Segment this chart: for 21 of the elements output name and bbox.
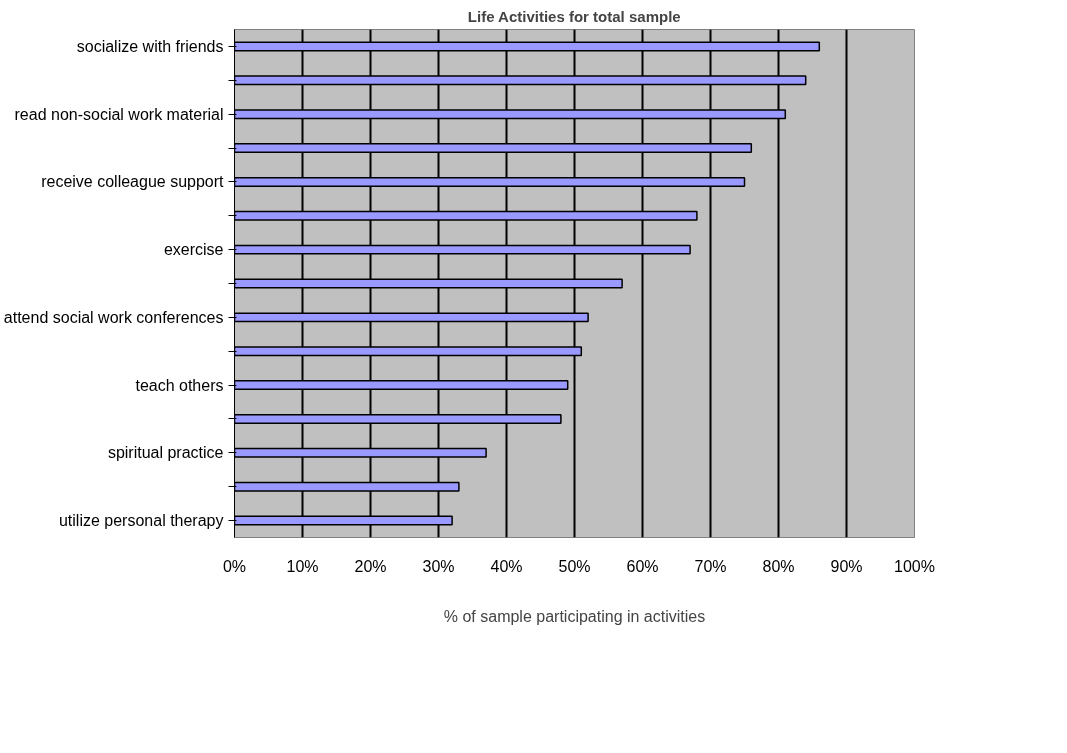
x-tick-label: 80% (762, 557, 795, 575)
x-tick-label: 20% (354, 557, 387, 575)
x-tick-label: 40% (490, 557, 523, 575)
y-tick-label: receive colleague support (41, 173, 225, 191)
x-tick-label: 100% (894, 557, 935, 575)
y-tick-label: attend social work conferences (3, 308, 224, 326)
x-tick-label: 10% (286, 557, 319, 575)
y-tick-label: teach others (135, 376, 224, 394)
x-tick-label: 60% (626, 557, 659, 575)
y-tick-label: spiritual practice (107, 444, 224, 462)
chart-title: Life Activities for total sample (467, 7, 681, 25)
x-axis-title: % of sample participating in activities (443, 607, 706, 625)
y-tick-label: socialize with friends (76, 37, 224, 55)
y-tick-label: read non-social work material (14, 105, 224, 123)
y-tick-label: exercise (163, 241, 224, 259)
y-tick-label: utilize personal therapy (58, 512, 224, 530)
x-tick-label: 70% (694, 557, 727, 575)
x-tick-label: 30% (422, 557, 455, 575)
x-tick-label: 50% (558, 557, 591, 575)
x-tick-label: 0% (222, 557, 247, 575)
x-tick-label: 90% (830, 557, 863, 575)
